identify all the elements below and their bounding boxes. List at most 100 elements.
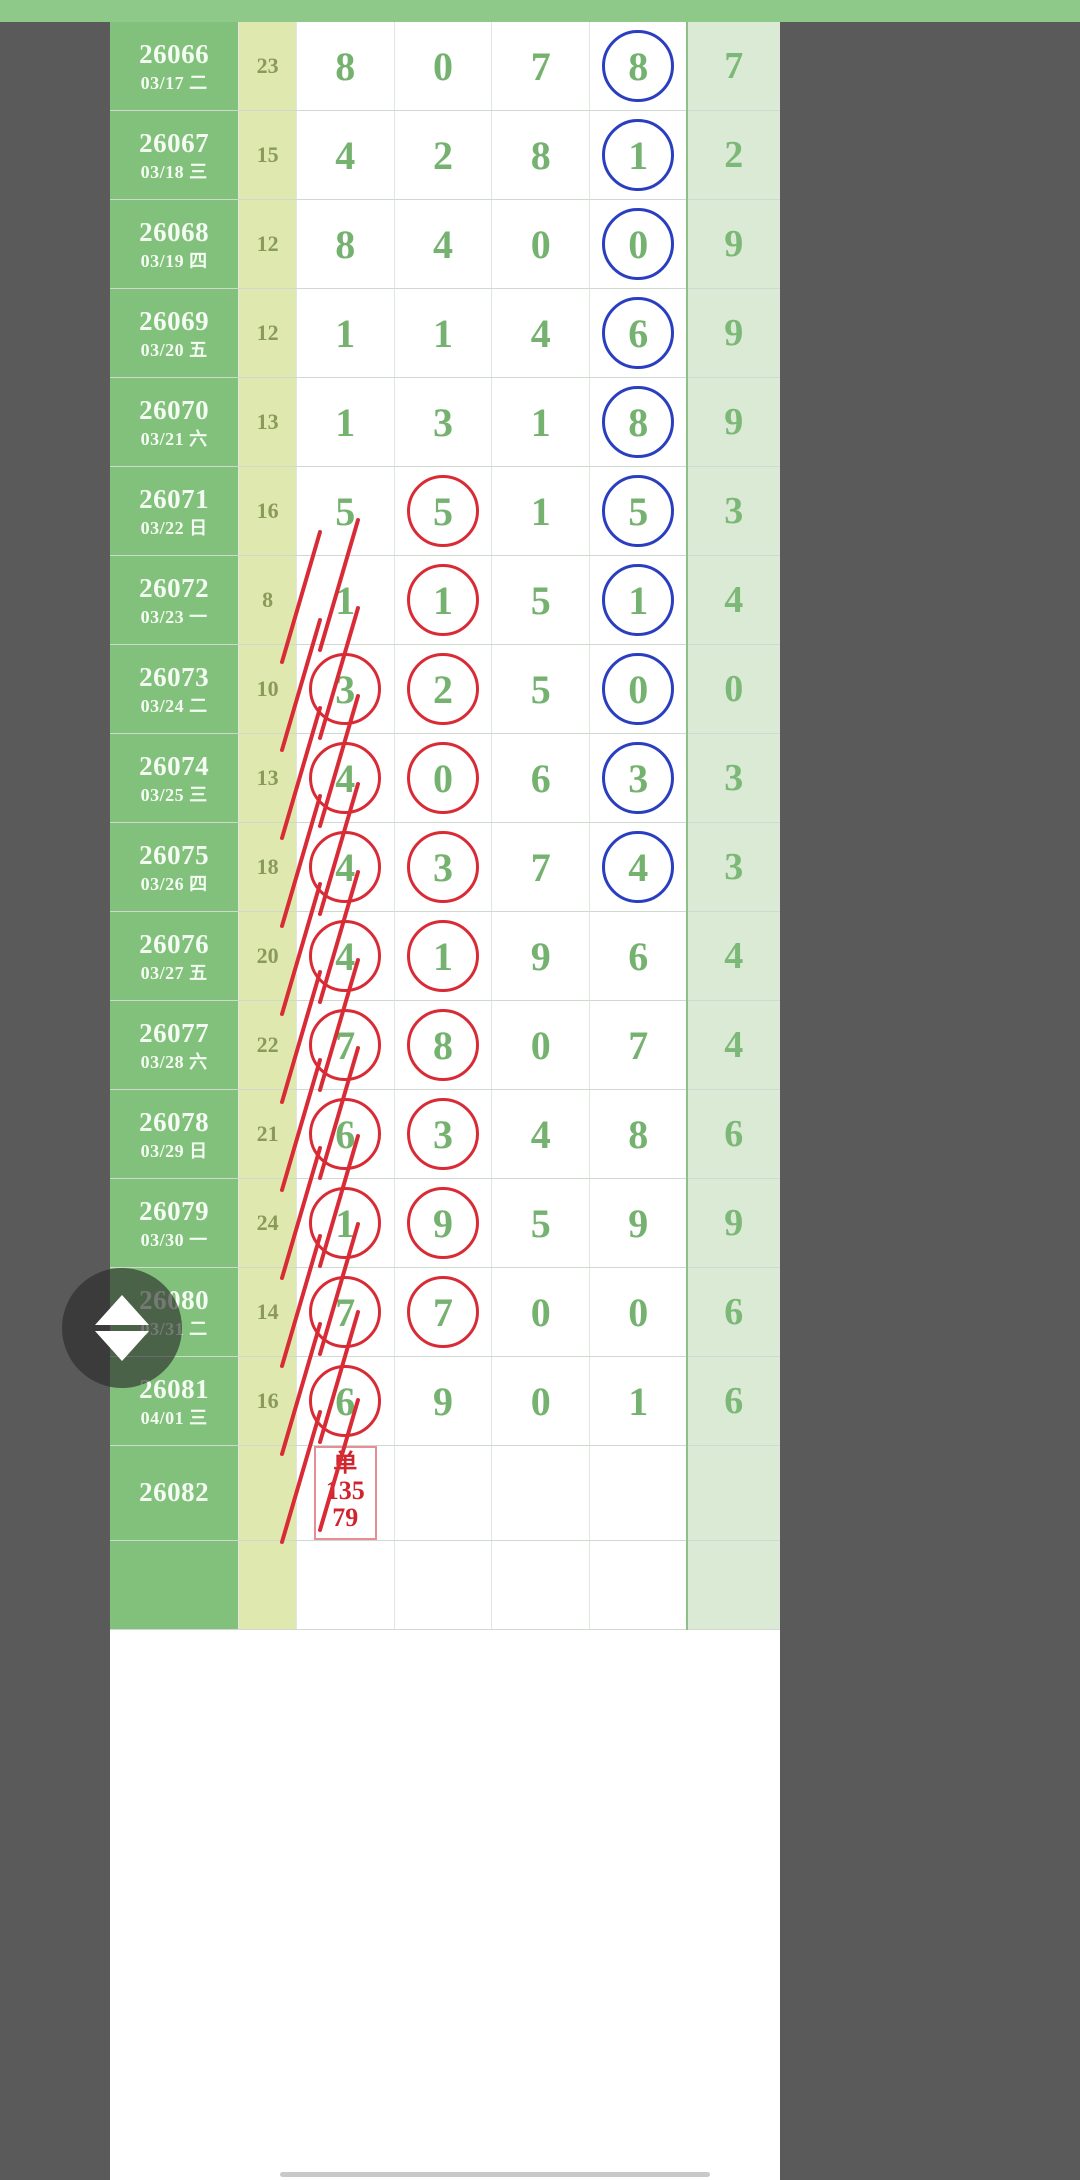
digit-cell[interactable]: 8 [589, 1089, 688, 1179]
digit-cell[interactable]: 8 [394, 1000, 493, 1090]
digit-cell[interactable]: 3 [394, 822, 493, 912]
digit-cell[interactable]: 5 [296, 466, 395, 556]
digit-cell[interactable]: 0 [491, 1356, 591, 1446]
digit-cell[interactable]: 2 [394, 110, 493, 200]
digit-cell[interactable]: 1 [394, 555, 493, 645]
digit-cell[interactable]: 1 [296, 555, 395, 645]
digit-cell[interactable]: 4 [296, 733, 395, 823]
digit-cell[interactable]: 3 [394, 1089, 493, 1179]
table-row[interactable]: 26074 03/25 三 13 4 0 6 3 3 [110, 733, 781, 823]
table-row[interactable]: 26078 03/29 日 21 6 3 4 8 6 [110, 1089, 781, 1179]
digit-cell[interactable]: 1 [589, 555, 688, 645]
digit-cell[interactable]: 1 [589, 1356, 688, 1446]
digit-cell[interactable]: 0 [394, 733, 493, 823]
digit-cell[interactable]: 1 [491, 466, 591, 556]
digit-cell[interactable]: 0 [491, 1000, 591, 1090]
digit-cell[interactable]: 8 [491, 110, 591, 200]
digit-cell[interactable]: 4 [296, 911, 395, 1001]
digit-value: 7 [335, 1022, 356, 1068]
table-row[interactable]: 26068 03/19 四 12 8 4 0 0 9 [110, 199, 781, 289]
table-row[interactable]: 26066 03/17 二 23 8 0 7 8 7 [110, 22, 781, 111]
table-row[interactable]: 26075 03/26 四 18 4 3 7 4 3 [110, 822, 781, 912]
digit-cell[interactable]: 6 [589, 911, 688, 1001]
digit-cell[interactable]: 8 [589, 377, 688, 467]
table-row[interactable]: 26079 03/30 一 24 1 9 5 9 9 [110, 1178, 781, 1268]
digit-cell[interactable]: 0 [589, 644, 688, 734]
triangle-up-icon[interactable] [95, 1295, 149, 1325]
digit-cell[interactable]: 7 [394, 1267, 493, 1357]
digit-cell[interactable]: 1 [589, 110, 688, 200]
issue-number: 26074 [139, 750, 210, 781]
digit-cell[interactable]: 6 [491, 733, 591, 823]
digit-cell[interactable]: 7 [491, 22, 591, 111]
digit-cell[interactable]: 5 [491, 1178, 591, 1268]
digit-cell[interactable]: 0 [491, 199, 591, 289]
table-body: 26066 03/17 二 23 8 0 7 8 7 26067 03/18 三 15 4 2 8 1 2 26… [110, 22, 781, 1630]
digit-cell[interactable]: 1 [394, 288, 493, 378]
table-row[interactable]: 26081 04/01 三 16 6 9 0 1 6 [110, 1356, 781, 1446]
digit-cell[interactable]: 4 [296, 110, 395, 200]
digit-cell[interactable]: 6 [589, 288, 688, 378]
digit-cell[interactable]: 1 [296, 1178, 395, 1268]
table-row[interactable]: 26067 03/18 三 15 4 2 8 1 2 [110, 110, 781, 200]
digit-value: 4 [628, 844, 649, 890]
digit-value: 9 [530, 933, 551, 979]
digit-cell[interactable]: 2 [394, 644, 493, 734]
digit-cell[interactable]: 5 [491, 555, 591, 645]
table-row[interactable]: 26069 03/20 五 12 1 1 4 6 9 [110, 288, 781, 378]
issue-cell: 26066 03/17 二 [110, 22, 240, 111]
table-row[interactable]: 26076 03/27 五 20 4 1 9 6 4 [110, 911, 781, 1001]
sum-value-cell: 13 [238, 733, 297, 823]
digit-cell[interactable]: 1 [394, 911, 493, 1001]
digit-cell[interactable]: 0 [491, 1267, 591, 1357]
digit-cell[interactable]: 4 [394, 199, 493, 289]
digit-cell[interactable]: 0 [394, 22, 493, 111]
digit-cell[interactable]: 5 [491, 644, 591, 734]
digit-cell[interactable]: 4 [589, 822, 688, 912]
digit-cell[interactable]: 8 [296, 199, 395, 289]
digit-cell[interactable]: 5 [589, 466, 688, 556]
digit-cell[interactable]: 7 [296, 1000, 395, 1090]
digit-cell[interactable]: 9 [394, 1356, 493, 1446]
table-row[interactable]: 26073 03/24 二 10 3 2 5 0 0 [110, 644, 781, 734]
digit-cell[interactable]: 7 [491, 822, 591, 912]
digit-cell[interactable]: 6 [296, 1089, 395, 1179]
digit-cell[interactable]: 1 [491, 377, 591, 467]
forecast-empty-cell[interactable] [589, 1445, 688, 1541]
digit-cell[interactable]: 8 [296, 22, 395, 111]
digit-cell[interactable]: 4 [491, 288, 591, 378]
digit-value: 5 [530, 666, 551, 712]
digit-cell[interactable]: 8 [589, 22, 688, 111]
digit-cell[interactable]: 9 [491, 911, 591, 1001]
digit-cell[interactable]: 4 [296, 822, 395, 912]
digit-cell[interactable]: 3 [394, 377, 493, 467]
digit-cell[interactable]: 4 [491, 1089, 591, 1179]
digit-cell[interactable]: 3 [296, 644, 395, 734]
digit-value: 0 [432, 43, 453, 89]
digit-cell[interactable]: 5 [394, 466, 493, 556]
scroll-fab-button[interactable] [62, 1268, 182, 1388]
table-row[interactable]: 26070 03/21 六 13 1 3 1 8 9 [110, 377, 781, 467]
forecast-empty-cell[interactable] [394, 1445, 493, 1541]
digit-cell[interactable]: 6 [296, 1356, 395, 1446]
digit-cell[interactable]: 7 [296, 1267, 395, 1357]
prediction-cell[interactable]: 单 135 79 [296, 1445, 395, 1541]
digit-value: 5 [530, 1200, 551, 1246]
digit-cell[interactable]: 1 [296, 288, 395, 378]
triangle-down-icon[interactable] [95, 1331, 149, 1361]
horizontal-scrollbar[interactable] [280, 2172, 710, 2177]
digit-cell[interactable]: 9 [394, 1178, 493, 1268]
table-row[interactable]: 26071 03/22 日 16 5 5 1 5 3 [110, 466, 781, 556]
forecast-empty-cell[interactable] [491, 1445, 591, 1541]
table-header-strip [0, 0, 1080, 22]
table-row[interactable]: 26077 03/28 六 22 7 8 0 7 4 [110, 1000, 781, 1090]
digit-cell[interactable]: 9 [589, 1178, 688, 1268]
digit-cell[interactable]: 7 [589, 1000, 688, 1090]
forecast-row[interactable]: 26082 单 135 79 [110, 1445, 781, 1541]
digit-cell[interactable]: 0 [589, 199, 688, 289]
digit-cell[interactable]: 0 [589, 1267, 688, 1357]
digit-cell[interactable]: 1 [296, 377, 395, 467]
digit-cell[interactable]: 3 [589, 733, 688, 823]
